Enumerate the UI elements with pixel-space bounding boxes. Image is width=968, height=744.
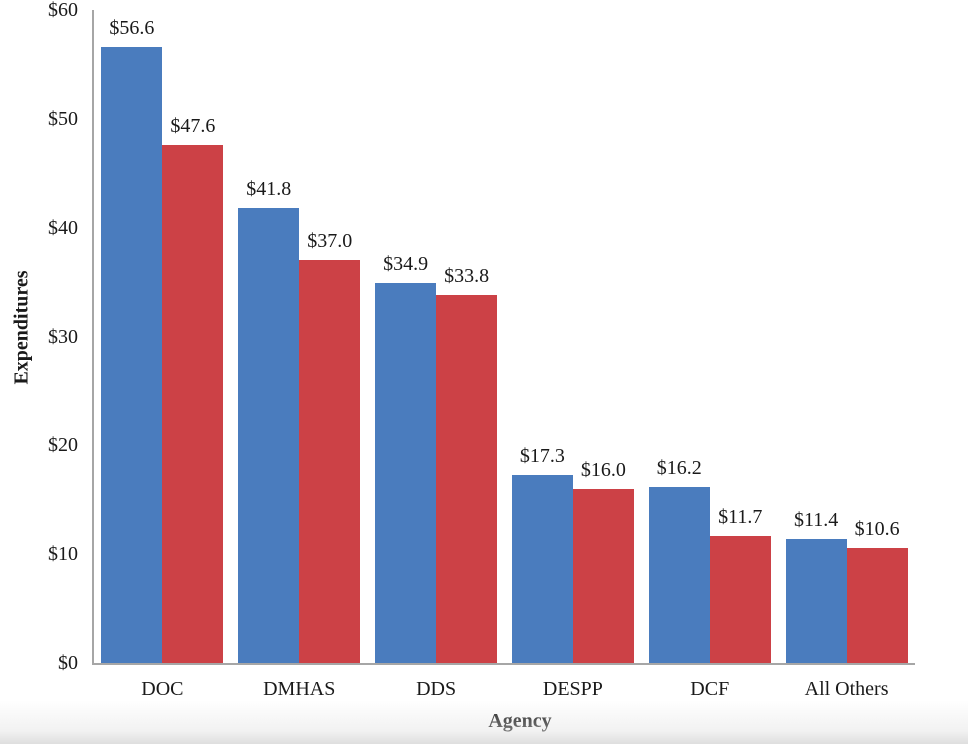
bar-series-red-all-others	[846, 547, 908, 663]
bar-data-label: $11.7	[718, 505, 763, 528]
bar-series-blue-dds	[375, 283, 437, 663]
bar-series-blue-doc	[101, 47, 163, 663]
plot-area: $56.6 $47.6 $41.8 $37.0 $34.9 $33.8 $17.3 $16.0…	[92, 10, 915, 665]
y-tick-label: $40	[48, 216, 78, 239]
bar-data-label: $56.6	[109, 17, 155, 39]
bar-series-blue-dcf	[648, 486, 710, 663]
x-axis-title: Agency	[488, 710, 552, 732]
bar-data-label: $11.4	[793, 508, 839, 531]
x-category-label-dcf: DCF	[690, 678, 730, 700]
y-tick-label: $0	[58, 652, 78, 674]
bar-data-label: $10.6	[854, 517, 900, 540]
bar-data-label: $16.2	[656, 456, 702, 479]
x-category-label-all-others: All Others	[804, 678, 889, 700]
bar-series-blue-despp	[511, 474, 573, 663]
y-tick-label: $20	[48, 434, 78, 457]
x-category-label-dmhas: DMHAS	[263, 678, 336, 700]
bar-data-label: $41.8	[246, 178, 292, 201]
bar-data-label: $17.3	[519, 444, 565, 467]
bar-data-label: $34.9	[383, 253, 429, 276]
y-tick-label: $60	[48, 0, 78, 21]
bar-data-label: $16.0	[580, 458, 626, 481]
bar-series-blue-dmhas	[238, 208, 300, 663]
bar-series-red-doc	[162, 144, 224, 663]
bar-series-red-dcf	[709, 535, 771, 663]
y-tick-label: $50	[48, 107, 78, 130]
x-category-label-despp: DESPP	[542, 678, 603, 700]
bar-data-label: $47.6	[170, 114, 216, 137]
bar-data-label: $33.8	[444, 265, 490, 288]
x-category-label-dds: DDS	[416, 678, 457, 700]
page-bottom-fade	[0, 700, 968, 744]
bar-series-red-dmhas	[299, 260, 361, 663]
y-tick-label: $10	[48, 543, 78, 566]
x-category-label-doc: DOC	[141, 678, 184, 700]
bar-series-blue-all-others	[785, 538, 847, 663]
bar-data-label: $37.0	[307, 230, 353, 253]
bar-series-red-dds	[436, 295, 498, 663]
bar-series-red-despp	[572, 488, 634, 663]
y-tick-label: $30	[48, 325, 78, 348]
